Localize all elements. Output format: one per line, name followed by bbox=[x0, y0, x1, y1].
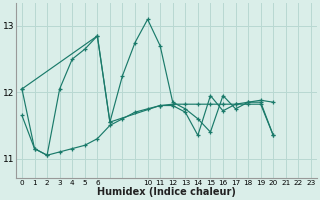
X-axis label: Humidex (Indice chaleur): Humidex (Indice chaleur) bbox=[97, 187, 236, 197]
